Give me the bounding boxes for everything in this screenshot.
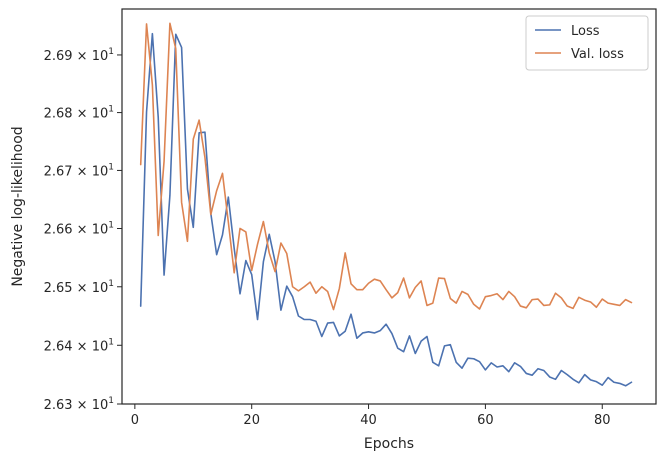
y-axis-title: Negative log-likelihood <box>10 126 26 286</box>
y-axis-ticks: 2.63 × 101 2.64 × 101 2.65 × 101 2.66 × 101… <box>44 47 122 413</box>
y-tick-label: 2.66 × 101 <box>44 220 114 237</box>
y-tick-label: 2.63 × 101 <box>44 396 114 413</box>
y-tick-label: 2.64 × 101 <box>44 337 114 354</box>
x-tick-label: 80 <box>594 413 611 428</box>
x-axis-ticks: 0 20 40 60 80 <box>131 404 611 428</box>
legend-label: Loss <box>571 24 600 39</box>
legend-label: Val. loss <box>571 47 624 62</box>
series-lines <box>139 22 633 387</box>
x-tick-label: 40 <box>360 413 377 428</box>
y-tick-label: 2.65 × 101 <box>44 279 114 296</box>
plot-area <box>121 8 657 405</box>
series-line-loss <box>139 32 633 387</box>
y-tick-label: 2.69 × 101 <box>44 47 114 64</box>
series-line-val-loss <box>139 22 633 311</box>
y-tick-label: 2.68 × 101 <box>44 105 114 122</box>
y-tick-label: 2.67 × 101 <box>44 162 114 179</box>
x-tick-label: 60 <box>477 413 494 428</box>
x-axis-title: Epochs <box>364 436 414 452</box>
legend: Loss Val. loss <box>525 15 649 71</box>
x-tick-label: 20 <box>243 413 260 428</box>
axes-frame <box>121 8 657 405</box>
x-tick-label: 0 <box>131 413 139 428</box>
